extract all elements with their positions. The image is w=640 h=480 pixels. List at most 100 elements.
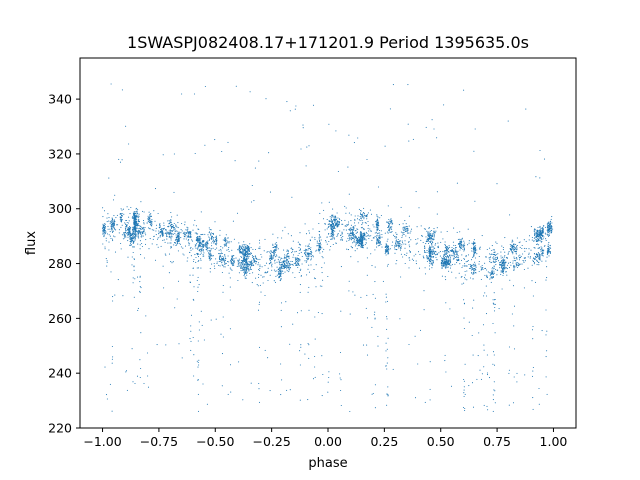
- data-point: [493, 354, 495, 356]
- data-point: [405, 254, 407, 257]
- data-point: [223, 263, 225, 265]
- data-point: [258, 273, 260, 275]
- data-point: [248, 248, 251, 250]
- data-point: [288, 262, 290, 264]
- data-point: [252, 248, 254, 250]
- data-point: [495, 253, 497, 255]
- data-point: [484, 262, 486, 264]
- data-point: [330, 227, 332, 229]
- data-point: [194, 254, 196, 256]
- data-point: [500, 251, 502, 253]
- data-point: [186, 226, 188, 228]
- data-point: [130, 233, 132, 235]
- data-point: [279, 275, 281, 277]
- data-point: [211, 237, 213, 239]
- data-point: [133, 238, 135, 240]
- data-point: [471, 256, 474, 258]
- data-point: [189, 236, 191, 239]
- data-point: [461, 241, 463, 243]
- data-point: [286, 270, 288, 272]
- data-point: [549, 250, 551, 253]
- data-point: [245, 269, 247, 271]
- data-point: [444, 254, 446, 256]
- data-point: [153, 210, 155, 212]
- data-point: [375, 220, 377, 222]
- data-point: [220, 248, 222, 250]
- data-point: [134, 211, 136, 213]
- data-point: [189, 233, 192, 235]
- data-point: [455, 244, 457, 247]
- data-point: [267, 267, 269, 269]
- data-point: [361, 224, 363, 226]
- data-point: [196, 254, 199, 256]
- data-point: [308, 232, 311, 234]
- data-point: [316, 249, 318, 251]
- data-point: [332, 208, 334, 210]
- data-point: [365, 222, 367, 224]
- data-point: [259, 248, 261, 250]
- data-point: [503, 262, 505, 264]
- data-point: [367, 220, 369, 223]
- data-point: [201, 247, 203, 249]
- data-point: [527, 256, 529, 258]
- data-point: [430, 256, 433, 258]
- data-point: [132, 246, 134, 248]
- data-point: [308, 248, 311, 250]
- data-point: [486, 405, 488, 407]
- data-point: [348, 290, 350, 292]
- data-point: [103, 210, 106, 212]
- data-point: [431, 244, 433, 246]
- data-point: [238, 272, 240, 274]
- data-point: [424, 273, 427, 275]
- data-point: [547, 231, 549, 233]
- data-point: [292, 272, 294, 274]
- data-point: [459, 243, 462, 245]
- data-point: [242, 268, 244, 270]
- data-point: [319, 240, 321, 243]
- data-point: [128, 232, 130, 234]
- data-point: [300, 346, 302, 348]
- data-point: [476, 253, 478, 255]
- data-point: [400, 247, 402, 249]
- data-point: [290, 247, 292, 249]
- data-point: [180, 229, 182, 231]
- data-point: [197, 245, 199, 247]
- data-point: [463, 258, 465, 260]
- data-point: [170, 237, 172, 239]
- data-point: [200, 233, 202, 236]
- data-point: [295, 261, 297, 263]
- data-point: [215, 236, 217, 239]
- data-point: [447, 263, 450, 266]
- data-point: [138, 228, 140, 230]
- data-point: [363, 207, 365, 209]
- data-point: [277, 271, 279, 273]
- data-point: [513, 257, 515, 259]
- data-point: [534, 247, 536, 249]
- data-point: [281, 379, 283, 381]
- data-point: [492, 322, 494, 325]
- data-point: [299, 291, 301, 293]
- data-point: [431, 236, 433, 238]
- data-point: [445, 279, 447, 281]
- data-point: [405, 235, 407, 237]
- data-point: [270, 253, 272, 255]
- data-point: [394, 235, 396, 237]
- data-point: [468, 242, 470, 244]
- data-point: [547, 245, 549, 248]
- data-point: [376, 238, 378, 241]
- data-point: [496, 269, 498, 271]
- data-point: [489, 257, 491, 259]
- data-point: [140, 228, 142, 231]
- data-point: [441, 261, 444, 263]
- data-point: [463, 378, 465, 381]
- data-point: [314, 238, 316, 241]
- data-point: [244, 253, 246, 255]
- data-point: [360, 233, 362, 235]
- data-point: [133, 240, 135, 242]
- data-point: [392, 241, 394, 243]
- data-point: [246, 272, 248, 274]
- data-point: [472, 248, 474, 250]
- data-point: [508, 404, 510, 406]
- data-point: [401, 235, 403, 237]
- data-point: [190, 249, 192, 251]
